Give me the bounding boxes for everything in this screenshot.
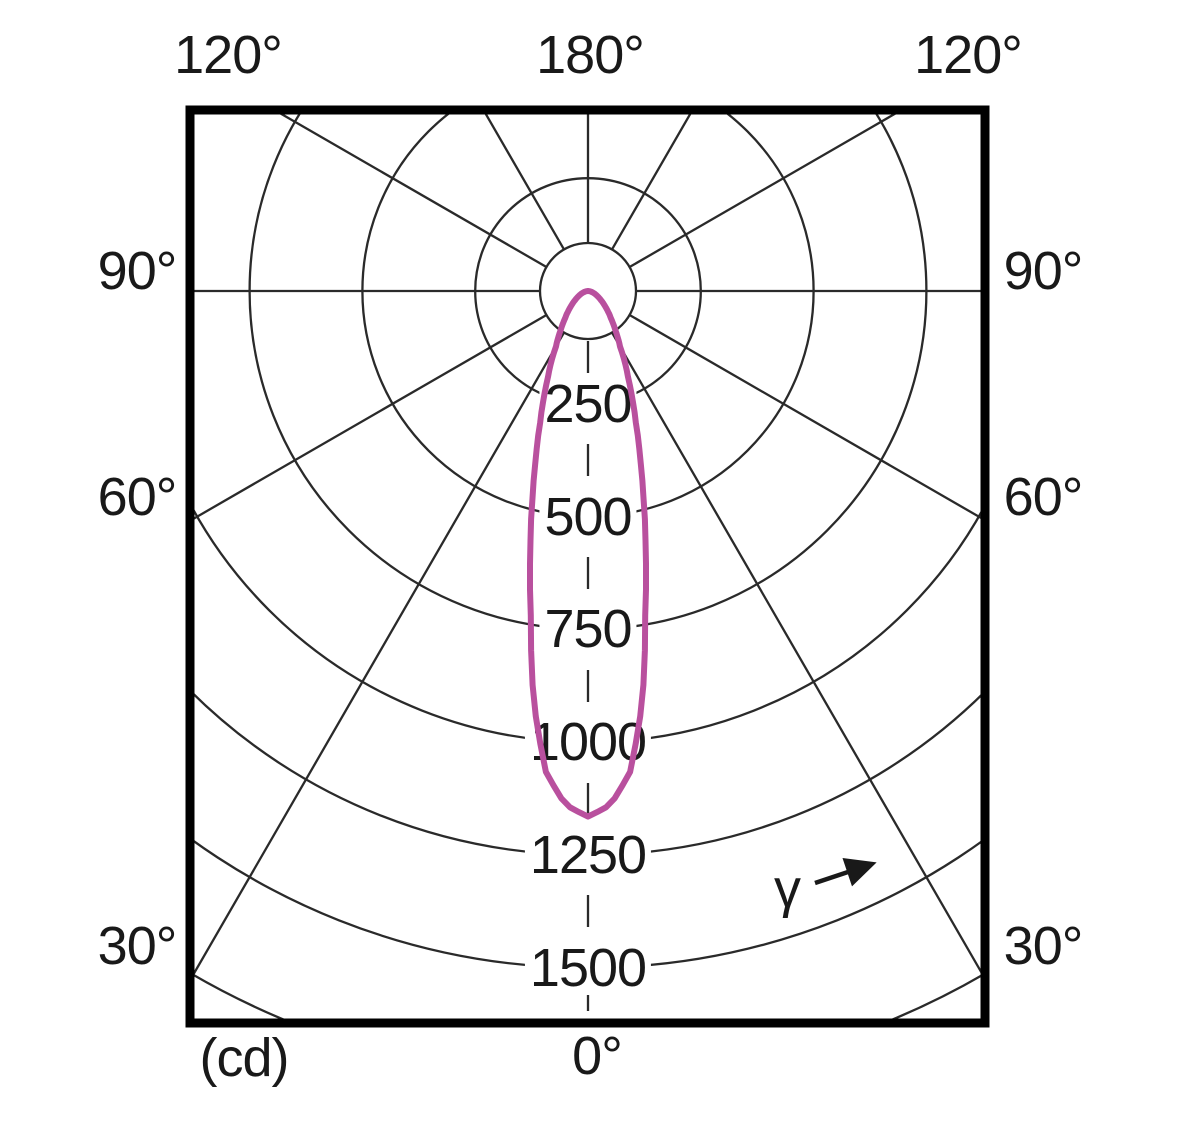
grid-spoke-60 [190,314,548,523]
gamma-arrow-icon [814,857,877,887]
angle-label-left-30: 30° [97,916,178,976]
plot-border [185,105,990,1028]
angle-label-right-90: 90° [1003,241,1084,301]
radial-tick-1500: 1500 [524,941,652,995]
angle-label-top-center: 180° [536,25,645,85]
gamma-symbol-label: γ [774,859,801,919]
radial-tick-500: 500 [539,490,637,544]
angle-label-right-60: 60° [1003,467,1084,527]
grid-spoke-30 [611,331,985,981]
angle-label-left-90: 90° [97,241,178,301]
angle-label-left-60: 60° [97,467,178,527]
radial-tick-250: 250 [539,377,637,431]
angle-label-top-right: 120° [914,25,1023,85]
angle-label-bottom-0: 0° [572,1026,623,1086]
unit-label-cd: (cd) [199,1028,290,1088]
grid-spoke-150 [482,110,565,251]
grid-spoke-120 [272,110,548,268]
angle-label-top-left: 120° [174,25,283,85]
radial-tick-1250: 1250 [524,828,652,882]
grid-spoke-150 [611,110,694,251]
radial-tick-1000: 1000 [524,715,652,769]
grid-spoke-30 [190,331,565,983]
radial-tick-750: 750 [539,602,637,656]
grid-spoke-60 [628,314,985,522]
grid-spoke-120 [628,110,904,268]
center-circle [538,241,638,341]
angle-label-right-30: 30° [1003,916,1084,976]
